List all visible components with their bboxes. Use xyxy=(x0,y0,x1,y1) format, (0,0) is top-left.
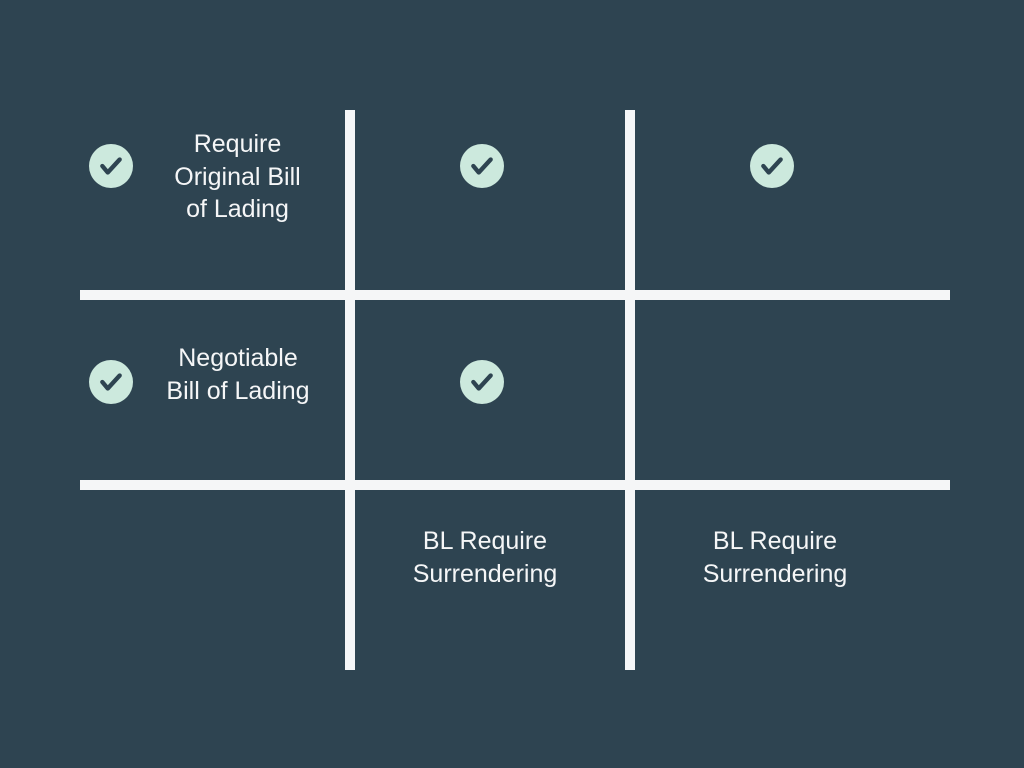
grid-vline-2 xyxy=(625,110,635,670)
comparison-grid: RequireOriginal Billof Lading Negotiable… xyxy=(65,110,965,670)
row-1-label: RequireOriginal Billof Lading xyxy=(150,128,325,226)
check-icon-row2-left xyxy=(89,360,133,404)
check-icon-row1-col2 xyxy=(460,144,504,188)
check-icon-row2-col2 xyxy=(460,360,504,404)
grid-hline-2 xyxy=(80,480,950,490)
col-3-label: BL RequireSurrendering xyxy=(665,525,885,590)
row-2-label: NegotiableBill of Lading xyxy=(143,342,333,407)
col-2-label: BL RequireSurrendering xyxy=(375,525,595,590)
grid-hline-1 xyxy=(80,290,950,300)
check-icon-row1-col3 xyxy=(750,144,794,188)
grid-vline-1 xyxy=(345,110,355,670)
check-icon-row1-left xyxy=(89,144,133,188)
